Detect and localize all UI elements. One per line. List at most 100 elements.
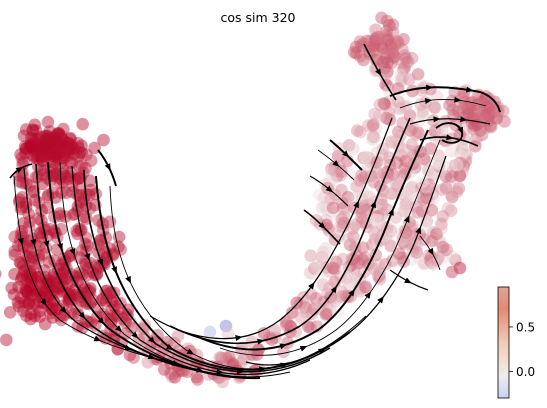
data-point <box>392 125 405 139</box>
streamline-arrowhead <box>280 362 288 369</box>
data-point <box>452 105 465 119</box>
data-point <box>410 200 423 213</box>
data-point <box>19 196 33 210</box>
data-point <box>65 156 78 169</box>
data-point <box>427 168 441 182</box>
data-point <box>27 258 41 271</box>
data-point <box>76 268 89 281</box>
data-point <box>19 142 33 155</box>
data-point <box>390 178 403 191</box>
data-point <box>29 285 42 298</box>
data-point <box>35 150 48 163</box>
data-point <box>31 159 45 173</box>
data-point <box>409 128 423 141</box>
data-point <box>78 280 91 294</box>
data-point <box>32 249 45 262</box>
data-point <box>19 285 33 298</box>
data-point <box>379 46 393 60</box>
data-point <box>355 211 368 224</box>
data-point <box>380 170 393 183</box>
data-point <box>367 44 380 58</box>
data-point <box>43 223 57 236</box>
data-point <box>411 68 425 81</box>
data-point <box>93 234 107 247</box>
data-point <box>20 273 33 287</box>
data-point <box>453 169 467 183</box>
data-point <box>386 46 400 59</box>
data-point <box>378 70 392 83</box>
data-point <box>127 351 140 364</box>
data-point <box>466 123 480 136</box>
data-point <box>371 166 385 180</box>
data-point <box>311 300 325 313</box>
data-point <box>15 191 29 204</box>
data-point <box>290 296 304 310</box>
streamline-arrowhead <box>131 331 139 339</box>
data-point <box>392 36 405 50</box>
streamline-arrowhead <box>148 336 156 344</box>
data-point <box>356 255 370 268</box>
data-point <box>367 263 381 276</box>
data-point <box>490 112 504 125</box>
data-point <box>372 270 385 283</box>
data-point <box>43 132 56 146</box>
streamline <box>59 161 291 378</box>
data-point <box>307 262 321 275</box>
data-point <box>392 130 406 144</box>
data-point <box>53 171 67 185</box>
data-point <box>487 108 501 121</box>
data-point <box>45 302 59 315</box>
data-point <box>47 156 61 170</box>
data-point <box>432 149 446 162</box>
data-point <box>11 296 25 309</box>
data-point <box>8 230 21 244</box>
data-point <box>14 291 28 305</box>
scatter-points <box>0 11 511 389</box>
data-point <box>14 257 28 270</box>
data-point <box>320 202 334 216</box>
data-point <box>78 237 92 251</box>
data-point <box>21 243 35 256</box>
data-point <box>31 133 44 146</box>
data-point <box>339 232 353 245</box>
data-point <box>372 213 386 227</box>
data-point <box>24 138 38 151</box>
data-point <box>383 44 397 58</box>
data-point <box>335 165 349 178</box>
data-point <box>28 136 41 149</box>
colorbar-tick-label: 0.0 <box>516 365 535 379</box>
data-point <box>84 154 98 167</box>
data-point <box>75 223 88 236</box>
data-point <box>373 98 387 111</box>
data-point <box>52 127 66 141</box>
data-point <box>52 147 65 160</box>
data-point <box>319 308 333 321</box>
data-point <box>430 254 444 267</box>
data-point <box>394 74 408 88</box>
data-point <box>46 150 59 163</box>
data-point <box>423 254 437 267</box>
data-point <box>459 155 473 168</box>
data-point <box>483 92 496 106</box>
data-point <box>50 142 63 155</box>
data-point <box>316 246 330 259</box>
data-point <box>112 240 125 253</box>
data-point <box>52 128 65 142</box>
data-point <box>27 142 40 156</box>
data-point <box>386 18 400 32</box>
streamline-arrowhead <box>404 277 412 284</box>
data-point <box>303 266 317 280</box>
data-point <box>51 275 64 289</box>
data-point <box>387 168 400 181</box>
data-point <box>54 258 68 272</box>
data-point <box>425 234 439 248</box>
data-point <box>396 236 410 249</box>
data-point <box>319 242 333 255</box>
data-point <box>66 185 79 199</box>
data-point <box>459 100 473 114</box>
data-point <box>39 149 52 163</box>
data-point <box>35 204 48 217</box>
streamline <box>13 175 161 361</box>
data-point <box>427 226 440 239</box>
data-point <box>367 130 381 144</box>
